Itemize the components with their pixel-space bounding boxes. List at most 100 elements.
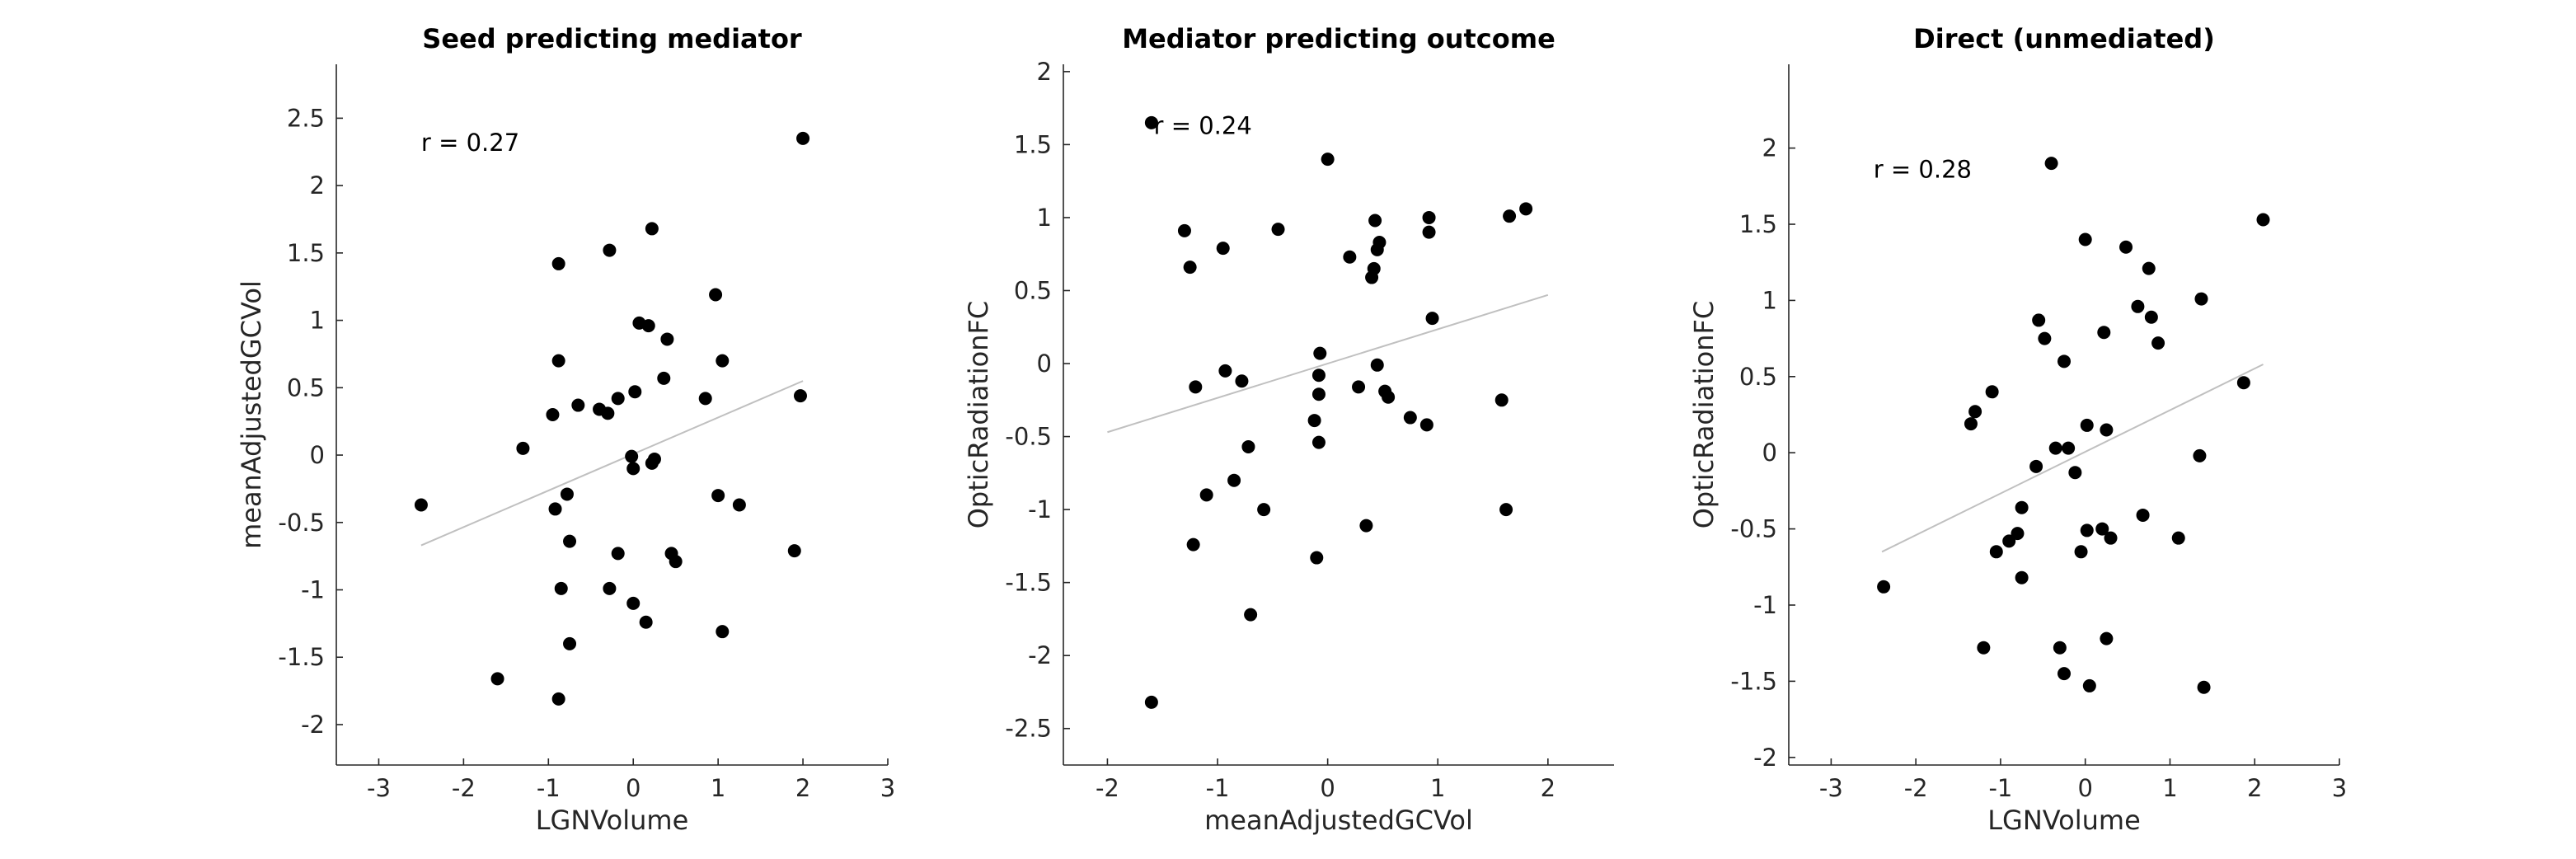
correlation-annotation: r = 0.27: [421, 129, 519, 157]
y-tick-label-0: 0: [1762, 439, 1777, 467]
x-tick-label-2: 2: [795, 774, 810, 802]
data-point: [625, 449, 639, 463]
data-point: [554, 581, 568, 595]
data-point: [1519, 202, 1533, 216]
data-point: [796, 131, 810, 145]
y-tick-label-0p5: 0.5: [1014, 276, 1052, 304]
y-axis: -2 -1.5 -1 -0.5 0 0.5 1 1.5 2 2.5: [278, 64, 343, 765]
data-point: [601, 406, 615, 420]
data-point: [626, 462, 640, 476]
x-tick-label-m2: -2: [452, 774, 476, 802]
data-point: [793, 389, 807, 403]
data-point: [1311, 435, 1326, 449]
data-point: [716, 354, 730, 368]
data-point: [1271, 223, 1285, 237]
data-point: [2078, 232, 2092, 246]
y-axis-label: OpticRadiationFC: [1688, 301, 1720, 529]
data-point: [2151, 336, 2165, 350]
x-tick-label-0: 0: [1320, 774, 1335, 802]
data-point: [2058, 667, 2071, 681]
data-point: [1494, 393, 1509, 407]
data-point: [1244, 608, 1258, 622]
x-tick-label-3: 3: [880, 774, 895, 802]
y-tick-label-m2: -2: [301, 711, 325, 739]
y-tick-label-m1: -1: [301, 576, 325, 604]
data-point: [2080, 418, 2094, 432]
data-point: [639, 615, 653, 629]
panel-direct-unmediated: Direct (unmediated) -2 -1.5 -1 -0.5 0 0.5 1 1.5…: [1688, 23, 2347, 836]
data-point: [1310, 551, 1324, 565]
y-tick-label-1: 1: [1037, 204, 1052, 232]
regression-line: [1881, 364, 2264, 553]
plot-marks: [414, 131, 810, 706]
data-point: [1368, 214, 1382, 228]
data-point: [1227, 473, 1241, 487]
y-tick-label-m2p5: -2.5: [1005, 715, 1052, 743]
panel-title: Mediator predicting outcome: [1122, 23, 1555, 54]
data-point: [1977, 641, 1991, 655]
plot-marks: [1877, 157, 2270, 694]
data-point: [2029, 459, 2043, 473]
data-point: [2193, 448, 2207, 462]
data-point: [709, 288, 723, 302]
data-point: [1877, 580, 1891, 594]
x-tick-label-m1: -1: [537, 774, 561, 802]
x-tick-label-1: 1: [711, 774, 725, 802]
data-point: [2074, 545, 2088, 559]
data-point: [2142, 261, 2156, 275]
x-axis: -3 -2 -1 0 1 2 3: [1789, 758, 2347, 802]
y-tick-label-m0p5: -0.5: [1730, 515, 1777, 543]
data-point: [1313, 346, 1327, 360]
data-point: [1964, 417, 1978, 431]
y-tick-label-2: 2: [1037, 58, 1052, 86]
data-point: [1177, 223, 1191, 237]
x-tick-label-1: 1: [2162, 774, 2177, 802]
data-point: [1343, 250, 1357, 264]
data-point: [2100, 631, 2114, 645]
data-point: [1199, 488, 1213, 502]
data-point: [1352, 380, 1366, 394]
data-point: [1359, 519, 1373, 533]
data-point: [1144, 695, 1158, 709]
data-point: [2015, 570, 2029, 584]
data-point: [626, 596, 640, 610]
x-tick-label-m3: -3: [367, 774, 391, 802]
x-axis-label: LGNVolume: [536, 805, 689, 836]
data-point: [516, 441, 530, 455]
data-point: [2095, 522, 2109, 536]
data-point: [2032, 313, 2046, 327]
y-axis: -2.5 -2 -1.5 -1 -0.5 0 0.5 1 1.5 2: [1005, 58, 1070, 765]
data-point: [1186, 537, 1200, 552]
data-point: [698, 392, 712, 406]
data-point: [560, 487, 574, 501]
data-point: [2011, 527, 2025, 541]
data-point: [1985, 385, 1999, 399]
data-point: [414, 498, 428, 512]
data-point: [657, 371, 671, 385]
x-tick-label-0: 0: [626, 774, 640, 802]
y-tick-label-2: 2: [1762, 134, 1777, 162]
x-tick-label-m2: -2: [1904, 774, 1928, 802]
data-point: [2044, 157, 2058, 171]
x-tick-label-m2: -2: [1096, 774, 1119, 802]
data-point: [2131, 299, 2145, 313]
y-tick-label-1p5: 1.5: [1014, 130, 1052, 158]
data-point: [1422, 210, 1436, 224]
data-point: [2038, 331, 2052, 345]
y-tick-label-2p5: 2.5: [287, 104, 325, 132]
data-point: [2100, 423, 2114, 437]
data-point: [2048, 441, 2062, 455]
data-point: [1372, 236, 1387, 250]
data-point: [732, 498, 746, 512]
data-point: [641, 319, 655, 333]
data-point: [611, 547, 625, 561]
data-point: [546, 408, 560, 421]
panel-mediator-predicting-outcome: Mediator predicting outcome -2.5 -2 -1.5 -1…: [963, 23, 1614, 836]
data-point: [1216, 242, 1230, 256]
data-point: [603, 243, 617, 257]
data-point: [2058, 354, 2071, 368]
data-point: [1425, 312, 1439, 326]
y-tick-label-1: 1: [1762, 286, 1777, 314]
y-tick-label-m1: -1: [1028, 495, 1052, 523]
data-point: [1367, 261, 1381, 275]
